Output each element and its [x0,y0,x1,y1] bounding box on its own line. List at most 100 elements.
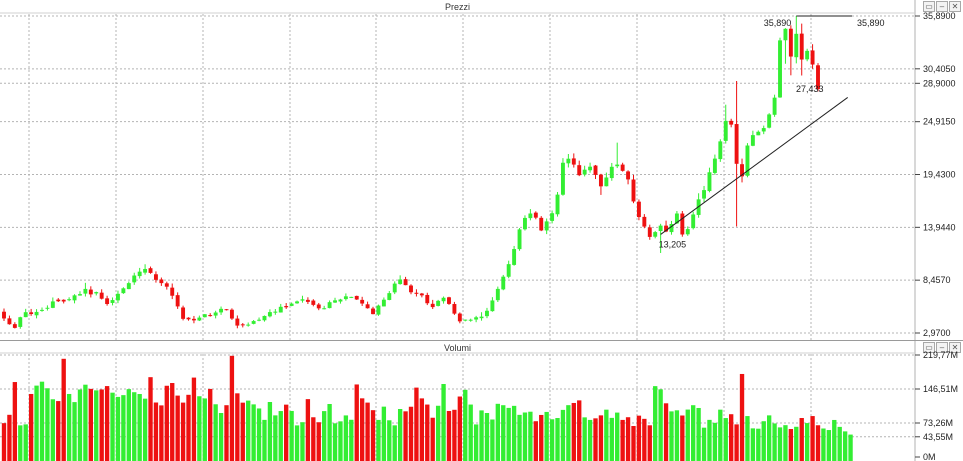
volume-bar [826,430,832,461]
volume-bar [452,409,457,461]
volume-bar [653,386,658,461]
candle-body [588,166,593,171]
candle-body [447,297,451,304]
volume-bar [72,402,77,461]
candle-body [376,305,381,315]
candle-body [202,314,207,318]
volume-bar [311,417,316,461]
restore-icon[interactable]: ▭ [923,1,935,12]
volume-bar [501,405,506,461]
candle-body [34,311,39,316]
candle-body [702,190,706,199]
volume-bar [256,408,262,461]
candle-body [517,229,522,250]
volume-bar [425,404,430,461]
volume-bar [132,392,137,461]
candle-body [778,40,782,98]
candle-body [495,288,500,301]
volume-bar [208,388,213,461]
candle-body [740,164,744,177]
candle-body [398,279,403,285]
candle-body [213,312,218,316]
candle-body [626,171,631,180]
volume-chart[interactable]: 219,77M 146,51M 73,26M 43,55M 0M [0,341,963,461]
candle-body [246,324,251,326]
volume-bar [571,402,576,461]
price-tick-label: 35,8900 [923,11,956,21]
restore-icon[interactable]: ▭ [923,342,935,353]
candle-body [12,324,17,328]
candle-body [327,302,332,309]
volume-bar [788,429,794,461]
price-tick-label: 13,9440 [923,222,956,232]
volume-bar [783,425,788,461]
volume-bar [251,404,256,461]
candle-body [555,194,560,215]
price-chart[interactable]: 35,8900 30,4050 28,9000 24,9150 19,4300 13,94… [0,0,963,340]
close-icon[interactable]: ✕ [949,1,961,12]
volume-bar [821,428,826,461]
volume-bar [463,389,468,461]
volume-bar [66,393,72,461]
volume-bar [99,389,104,461]
candle-body [143,268,148,273]
candle-body [419,293,424,296]
volume-bar [473,424,479,461]
candle-body [371,308,375,315]
candle-body [208,315,213,317]
volume-bar [631,425,636,461]
volume-bar [175,395,180,461]
candle-body [181,307,186,319]
volume-bar [419,398,425,461]
candle-body [550,213,555,221]
max-right-value-label: 35,890 [857,18,885,28]
volume-bar [441,383,446,461]
volume-bar [359,398,365,461]
volume-bar [229,355,235,461]
volume-bar [121,395,126,461]
volume-bar [701,427,707,461]
volume-bar [284,404,289,461]
candle-body [333,300,337,303]
candle-body [40,309,44,311]
volume-bar [126,389,131,461]
volume-bar [224,405,229,461]
minimize-icon[interactable]: ‒ [936,342,948,353]
candle-body [512,249,517,265]
volume-bar [354,384,359,461]
volume-bar [408,406,414,461]
candle-body [273,311,278,313]
price-tick-label: 30,4050 [923,64,956,74]
candle-body [598,174,603,187]
candle-body [175,295,180,307]
minimize-icon[interactable]: ‒ [936,1,948,12]
candle-body [441,297,446,302]
candle-body [132,275,137,283]
volume-bar [403,411,408,461]
candle-body [544,221,549,231]
volume-bar [267,402,273,461]
volume-bar [180,402,186,461]
candle-body [712,158,717,173]
candle-body [267,312,272,317]
volume-bar [322,411,327,461]
volume-bar [397,409,403,461]
volume-bar [598,415,604,461]
volume-tick-label: 73,26M [923,418,953,428]
candle-body [300,299,305,301]
close-icon[interactable]: ✕ [949,342,961,353]
volume-bar [159,405,164,461]
volume-bar [305,399,311,461]
candle-body [381,299,386,307]
candle-body [78,294,82,296]
candle-body [463,319,468,321]
volume-bar [506,407,511,461]
volume-bar [539,414,544,461]
candle-body [360,299,365,304]
volume-bar [148,377,153,461]
candle-body [414,292,419,294]
candle-body [191,318,196,321]
candle-body [528,213,533,219]
volume-bar [772,423,777,461]
candle-body [240,324,245,326]
